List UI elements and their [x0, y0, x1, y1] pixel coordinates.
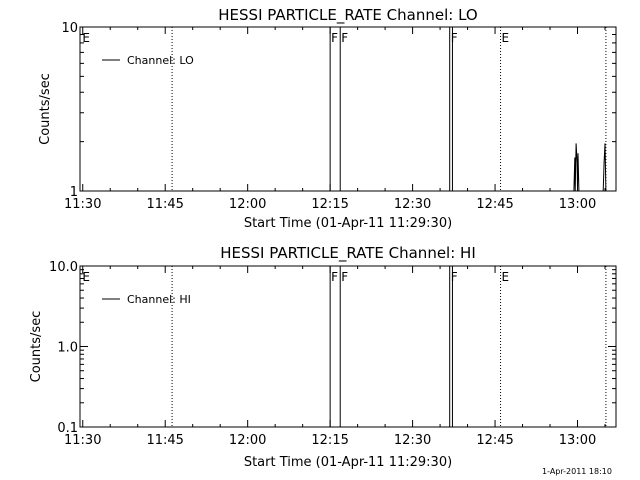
y-tick-label: 0.1: [57, 421, 78, 436]
x-tick-label: 11:30: [64, 433, 101, 448]
event-marker-label: F: [341, 270, 348, 284]
event-marker-label: F: [331, 270, 338, 284]
x-tick-label: 12:30: [394, 433, 431, 448]
plot-frame: [79, 265, 617, 428]
event-marker-label: E: [82, 31, 90, 45]
x-tick-label: 13:00: [559, 433, 596, 448]
plot-frame: [79, 26, 617, 192]
event-marker-label: F: [451, 270, 458, 284]
event-marker-label: E: [82, 270, 90, 284]
x-tick-label: 12:00: [229, 433, 266, 448]
chart-title: HESSI PARTICLE_RATE Channel: LO: [218, 6, 477, 25]
footer-timestamp: 1-Apr-2011 18:10: [542, 467, 612, 476]
event-marker-label: F: [341, 31, 348, 45]
x-tick-label: 12:45: [476, 433, 513, 448]
event-marker-label: F: [331, 31, 338, 45]
y-axis-label: Counts/sec: [29, 311, 44, 383]
chart-title: HESSI PARTICLE_RATE Channel: HI: [220, 244, 476, 263]
series-line: [547, 143, 616, 192]
y-axis-label: Counts/sec: [38, 73, 53, 145]
x-tick-label: 12:45: [476, 197, 513, 212]
y-tick-label: 10: [61, 21, 78, 36]
x-tick-label: 11:45: [146, 197, 183, 212]
y-tick-label: 10.0: [49, 260, 78, 275]
x-tick-label: 12:15: [311, 433, 348, 448]
x-tick-label: 12:30: [394, 197, 431, 212]
y-tick-label: 1.0: [57, 341, 78, 356]
event-marker-label: E: [502, 31, 510, 45]
y-tick-label: 1: [70, 185, 78, 200]
x-axis-label: Start Time (01-Apr-11 11:29:30): [244, 455, 452, 470]
x-tick-label: 11:30: [64, 197, 101, 212]
chart-panel-hi: HESSI PARTICLE_RATE Channel: HI 11:30 11:4…: [29, 244, 617, 470]
x-tick-label: 13:00: [559, 197, 596, 212]
chart-panel-lo: HESSI PARTICLE_RATE Channel: LO 11:30 11:4…: [38, 6, 617, 231]
x-axis-label: Start Time (01-Apr-11 11:29:30): [244, 216, 452, 231]
event-marker-label: E: [502, 270, 510, 284]
x-tick-label: 12:00: [229, 197, 266, 212]
legend-label: Channel: LO: [127, 54, 194, 67]
x-tick-label: 12:15: [311, 197, 348, 212]
legend-label: Channel: HI: [127, 293, 191, 306]
x-tick-label: 11:45: [146, 433, 183, 448]
event-marker-label: F: [451, 31, 458, 45]
